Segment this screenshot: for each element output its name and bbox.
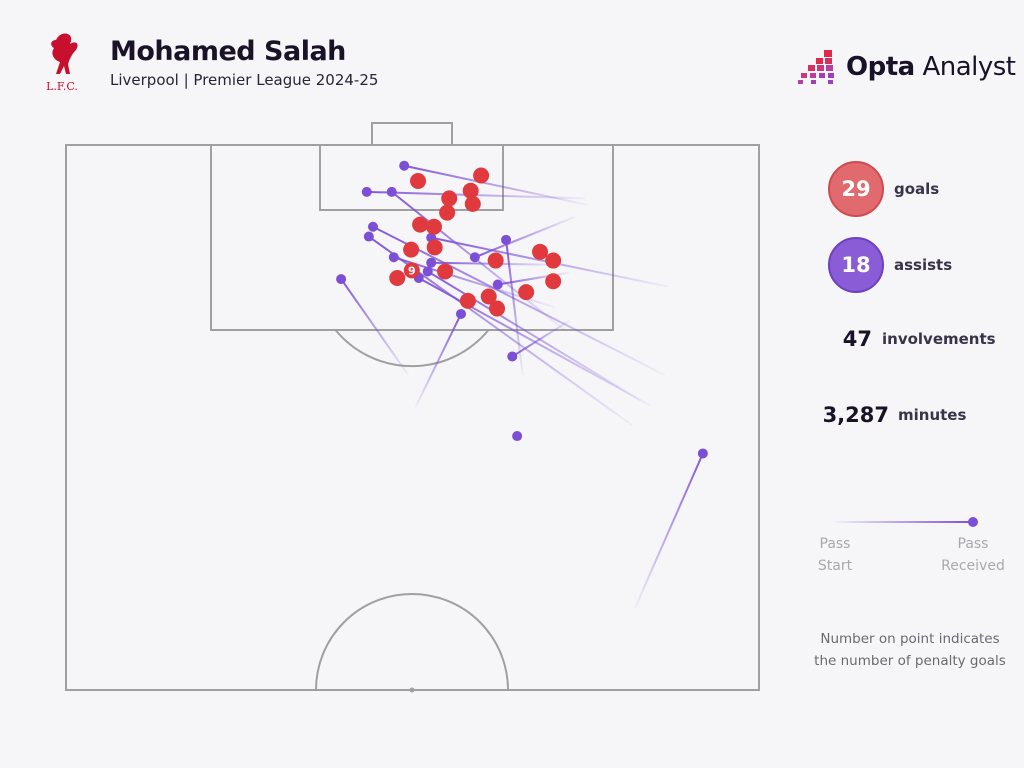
- goal-point: [412, 216, 429, 233]
- brand-bold: Opta: [846, 52, 915, 82]
- assist-point: [512, 431, 523, 442]
- stat-minutes: 3,287 minutes: [808, 403, 967, 427]
- goals-label: goals: [894, 180, 940, 198]
- minutes-value: 3,287: [822, 403, 889, 427]
- legend-pass-received: Pass Received: [941, 536, 1005, 574]
- goal-point: [532, 243, 549, 260]
- lfc-crest-logo: L.F.C.: [40, 30, 84, 98]
- assist-pass-line: [427, 270, 641, 401]
- assist-point: [399, 160, 410, 171]
- assist-point: [456, 308, 467, 319]
- legend-pass-start: Pass Start: [817, 536, 853, 574]
- centre-circle: [315, 593, 509, 691]
- goal: [371, 122, 453, 146]
- assist-pass-line: [497, 271, 570, 286]
- assist-pass-line: [340, 278, 410, 376]
- goal-point: [459, 292, 476, 309]
- goal-point: [489, 300, 506, 317]
- brand-light: Analyst: [922, 52, 1016, 82]
- assist-point: [492, 279, 503, 290]
- assist-point: [386, 186, 397, 197]
- legend-pass-dot: [968, 517, 978, 527]
- assist-point: [507, 351, 518, 362]
- goal-point: [439, 204, 456, 221]
- assist-pass-line: [391, 191, 566, 332]
- opta-analyst-logo: Opta Analyst: [798, 48, 1016, 86]
- goal-point: [473, 167, 490, 184]
- penalty-count-label: 9: [408, 264, 416, 277]
- assist-point: [501, 234, 512, 245]
- opta-pixel-icon: [798, 50, 834, 84]
- assist-point: [388, 252, 399, 263]
- goal-point: [487, 252, 504, 269]
- assist-pass-line: [403, 164, 589, 206]
- subtitle: Liverpool | Premier League 2024-25: [110, 71, 379, 89]
- goals-badge: 29: [828, 161, 884, 217]
- goal-point: [480, 288, 497, 305]
- goal-point: [403, 241, 420, 258]
- goal-point: [441, 190, 458, 207]
- goal-point: [518, 284, 535, 301]
- svg-text:L.F.C.: L.F.C.: [46, 80, 78, 93]
- stat-involvements: 47 involvements: [820, 327, 996, 351]
- goal-point: [389, 269, 406, 286]
- stat-assists: 18 assists: [828, 237, 952, 293]
- involvements-label: involvements: [882, 330, 996, 348]
- penalty-box: [210, 144, 614, 331]
- player-name: Mohamed Salah: [110, 36, 346, 67]
- goal-point: [545, 273, 562, 290]
- centre-spot: [409, 687, 415, 693]
- penalty-note: Number on point indicates the number of p…: [814, 631, 1006, 669]
- assists-label: assists: [894, 256, 953, 274]
- goal-point: [426, 239, 443, 256]
- stat-goals: 29 goals: [828, 161, 939, 217]
- assist-pass-line: [634, 453, 704, 609]
- assist-point: [361, 186, 372, 197]
- goal-point: [437, 263, 454, 280]
- assist-pass-line: [372, 225, 666, 376]
- goal-point: [545, 252, 562, 269]
- goal-point: [464, 195, 481, 212]
- assist-pass-line: [414, 313, 462, 409]
- goal-point: [425, 218, 442, 235]
- assist-pass-line: [474, 216, 576, 259]
- goal-point: [462, 182, 479, 199]
- assist-point: [697, 448, 708, 459]
- assists-badge: 18: [828, 237, 884, 293]
- involvements-value: 47: [842, 327, 872, 351]
- goal-point: [410, 172, 427, 189]
- assist-point: [426, 257, 437, 268]
- assist-point: [469, 252, 480, 263]
- assist-pass-line: [511, 319, 571, 358]
- assist-point: [336, 274, 347, 285]
- penalty-goal-point: [403, 262, 420, 279]
- assist-point: [367, 221, 378, 232]
- minutes-label: minutes: [898, 406, 967, 424]
- assist-point: [422, 266, 433, 277]
- assist-point: [363, 231, 374, 242]
- penalty-arc: [334, 329, 490, 368]
